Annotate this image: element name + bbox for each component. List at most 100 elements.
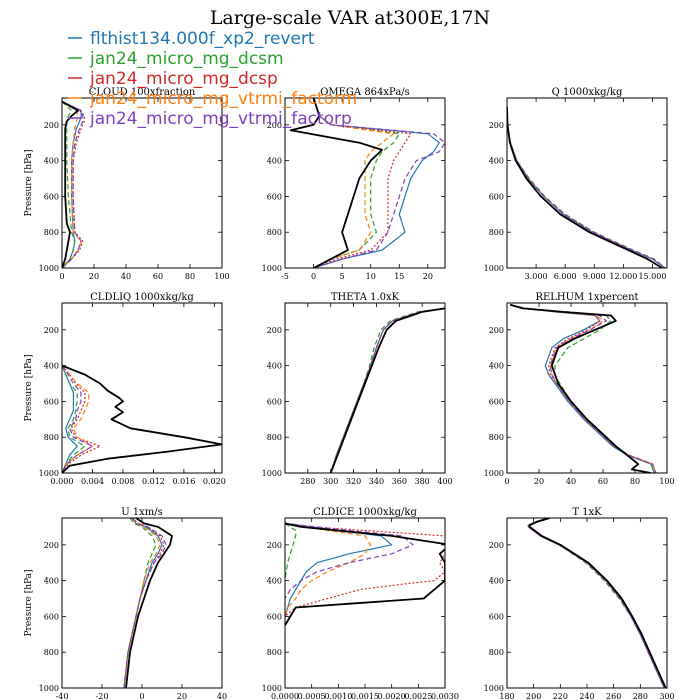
series-line-jan24-micro-mg-vtrmi-factorm [123,518,161,688]
x-tick-label: 10 [366,272,376,281]
x-tick-label: 0 [59,272,64,281]
plot-frame [284,97,446,269]
panel-title: RELHUM 1xpercent [535,292,638,303]
y-tick-label: 600 [44,612,59,621]
x-tick-label: 0 [504,477,509,486]
x-tick-label: 6.000 [554,272,577,281]
x-tick-label: 340 [369,477,384,486]
series-line-reference [528,518,667,688]
panel-8: 200 400 600 800 10000.00000.00050.00100.0015… [262,507,459,700]
x-tick-label: 40 [121,272,131,281]
series-line-jan24-micro-mg-vtrmi-factorm [527,518,665,688]
series-group [62,100,86,268]
x-tick-label: 380 [415,477,430,486]
y-tick-label: 800 [44,228,59,237]
x-tick-label: 100 [214,272,229,281]
y-tick-label: 200 [267,121,282,130]
series-group [289,98,445,268]
plot-frame [61,97,223,269]
y-tick-label: 600 [267,397,282,406]
y-tick-label: 1000 [39,684,59,693]
y-tick-label: 400 [44,362,59,371]
series-line-jan24-micro-mg-dcsm [330,307,445,473]
y-tick-label: 800 [489,648,504,657]
legend-entry: jan24_micro_mg_dcsp [89,69,278,89]
y-tick-label: 1000 [484,264,504,273]
y-tick-label: 200 [489,326,504,335]
series-line-jan24-micro-mg-dcsp [285,522,445,617]
x-tick-label: 80 [185,272,195,281]
x-tick-label: 0 [139,692,144,700]
x-tick-label: 3.000 [525,272,548,281]
x-tick-label: 60 [598,477,608,486]
series-group [507,106,666,268]
x-tick-label: 5 [340,272,345,281]
y-tick-label: 800 [489,228,504,237]
x-tick-label: 20 [423,272,433,281]
x-tick-label: 40 [217,692,227,700]
panel-5: 200 400 600 800 1000 280 300 320 340 360 380 400 THE… [262,292,453,486]
y-tick-label: 600 [267,612,282,621]
x-tick-label: 0.0015 [351,692,379,700]
series-line-jan24-micro-mg-vtrmi-factorm [285,522,371,617]
x-tick-label: 0.016 [172,477,195,486]
y-tick-label: 400 [267,577,282,586]
x-tick-label: 400 [437,477,452,486]
series-line-reference [329,307,445,473]
x-tick-label: 0.0020 [378,692,406,700]
series-line-jan24-micro-mg-vtrmi-factorp [313,98,445,268]
series-line-reference [285,522,445,626]
series-group [285,522,445,626]
x-tick-label: 0.0010 [324,692,352,700]
x-tick-label: 280 [633,692,648,700]
x-tick-label: 0.000 [51,477,74,486]
x-tick-label: 60 [153,272,163,281]
series-line-jan24-micro-mg-vtrmi-factorp [62,101,84,268]
x-tick-label: 100 [659,477,674,486]
x-tick-label: 300 [659,692,674,700]
y-tick-label: 600 [489,397,504,406]
plot-frame [506,517,668,689]
series-line-reference [62,364,222,473]
x-tick-label: 20 [534,477,544,486]
panel-title: THETA 1.0xK [331,292,400,303]
series-line-jan24-micro-mg-dcsm [62,101,76,268]
x-tick-label: 20 [177,692,187,700]
series-line-flthist134-000f-xp2-revert [507,106,666,268]
y-tick-label: 400 [267,157,282,166]
x-tick-label: 15 [394,272,404,281]
x-tick-label: 0.012 [142,477,165,486]
series-line-jan24-micro-mg-dcsm [285,522,297,581]
series-line-jan24-micro-mg-vtrmi-factorm [507,106,666,268]
y-tick-label: 400 [489,157,504,166]
y-tick-label: 400 [489,362,504,371]
series-line-jan24-micro-mg-dcsp [330,307,445,473]
x-tick-label: 180 [499,692,514,700]
x-tick-label: 0.0025 [404,692,432,700]
y-tick-label: 400 [267,362,282,371]
x-tick-label: 220 [553,692,568,700]
y-tick-label: 200 [489,121,504,130]
y-tick-label: 800 [267,433,282,442]
y-tick-label: 1000 [262,469,282,478]
series-line-reference [62,100,79,268]
legend-entry: jan24_micro_mg_dcsm [89,49,284,69]
panel-title: CLDLIQ 1000xkg/kg [90,292,194,303]
series-line-jan24-micro-mg-vtrmi-factorp [507,106,666,268]
y-tick-label: 1000 [262,684,282,693]
y-tick-label: 1000 [262,264,282,273]
panel-3: 200 400 600 800 1000 3.000 6.000 9.000 12.000 15.… [484,87,668,281]
x-tick-label: 0.020 [203,477,226,486]
series-line-jan24-micro-mg-vtrmi-factorp [285,522,414,599]
y-tick-label: 800 [44,433,59,442]
series-line-jan24-micro-mg-dcsm [123,518,157,688]
y-axis-label: Pressure [hPa] [24,354,34,421]
panel-title: T 1xK [572,507,602,518]
series-line-jan24-micro-mg-vtrmi-factorm [62,101,82,268]
y-tick-label: 800 [267,648,282,657]
series-line-jan24-micro-mg-dcsp [527,518,665,688]
x-tick-label: 20 [89,272,99,281]
